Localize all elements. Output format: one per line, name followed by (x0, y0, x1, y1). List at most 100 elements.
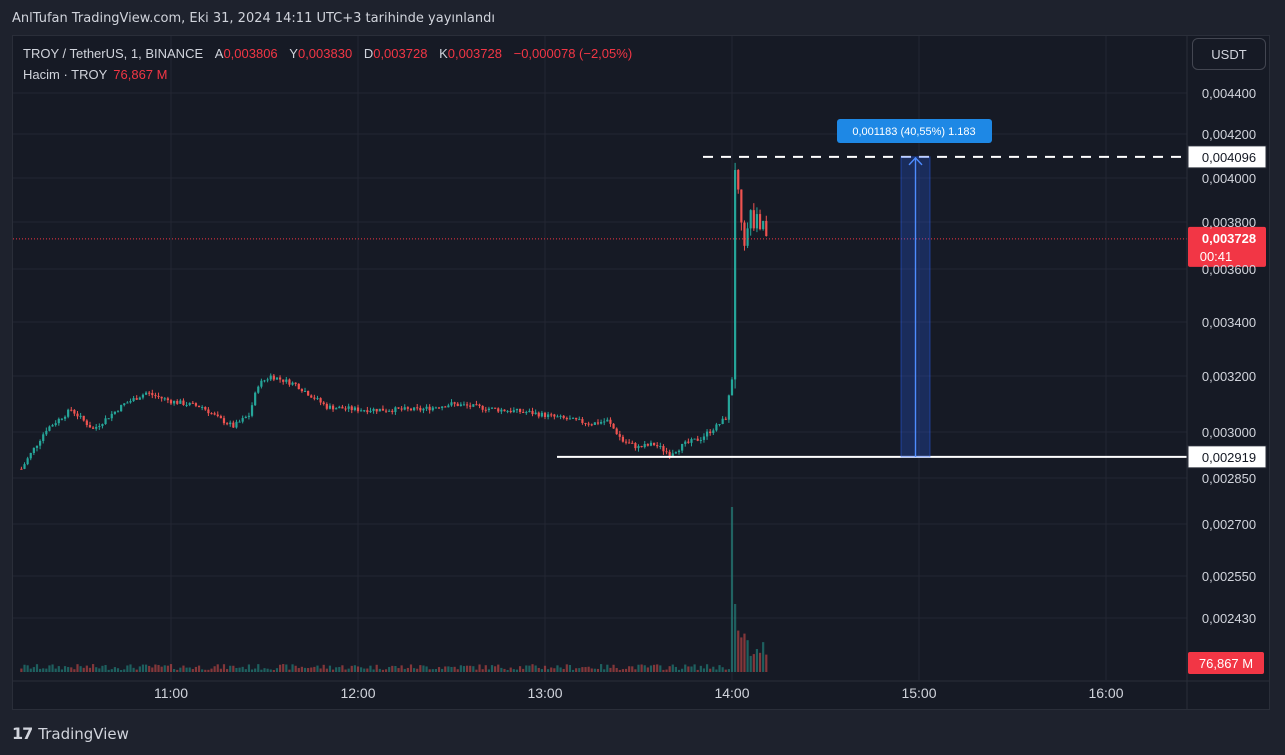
y-tick-label: 0,003600 (1202, 262, 1256, 277)
volume-bar (543, 665, 547, 672)
candle-body (472, 404, 475, 407)
candle-body (88, 425, 92, 428)
volume-bar (534, 665, 537, 672)
tradingview-footer[interactable]: 17 TradingView (12, 724, 129, 743)
volume-bar (547, 669, 550, 672)
candle-body (543, 412, 547, 418)
candle-body (687, 441, 690, 443)
candle-body (624, 441, 628, 443)
candle-body (621, 436, 625, 442)
candle-body (257, 386, 260, 393)
candle-body (484, 409, 487, 411)
volume-bar (73, 669, 76, 672)
y-tick-label: 0,004400 (1202, 86, 1256, 101)
volume-bar (596, 668, 600, 672)
volume-bar (537, 667, 540, 672)
candle-body (447, 405, 450, 408)
volume-bar (57, 666, 60, 672)
candle-body (547, 414, 550, 418)
volume-bar (388, 667, 391, 672)
volume-bar (709, 668, 712, 672)
currency-button[interactable]: USDT (1192, 38, 1266, 70)
candle-body (54, 423, 57, 426)
candle-body (540, 412, 543, 417)
volume-label[interactable]: Hacim · TROY (23, 67, 108, 82)
volume-bar (381, 669, 385, 672)
volume-bar (188, 667, 191, 672)
candle-body (182, 400, 185, 406)
volume-bar (138, 666, 141, 672)
volume-bar (282, 664, 285, 672)
volume-bar (687, 666, 690, 672)
candle-body (469, 405, 472, 407)
volume-bar (173, 668, 176, 672)
candle-body (129, 401, 132, 403)
candle-body (166, 398, 169, 401)
candle-body (740, 189, 743, 223)
volume-bar (176, 669, 179, 672)
volume-bar (185, 667, 188, 672)
countdown-tag: 00:41 (1200, 249, 1233, 264)
candle-body (715, 424, 718, 431)
measure-arrow-head (908, 156, 923, 166)
candle-body (338, 406, 341, 409)
chart-grid (13, 36, 1187, 680)
candle-body (350, 406, 353, 411)
volume-legend: Hacim · TROY 76,867 M (23, 67, 167, 82)
volume-bar (465, 665, 469, 672)
volume-bar (403, 668, 406, 672)
candle-body (628, 442, 631, 444)
candle-body (559, 415, 562, 417)
volume-bar (615, 668, 618, 672)
volume-bar (29, 668, 32, 672)
candle-body (101, 424, 104, 427)
volume-bar (338, 667, 341, 672)
volume-bar (587, 666, 590, 672)
volume-bar (107, 669, 110, 672)
volume-bar (275, 668, 279, 672)
volume-bar (42, 668, 45, 672)
volume-bar (76, 664, 79, 672)
volume-bar (634, 669, 637, 672)
volume-bar (113, 667, 116, 672)
volume-bar (278, 664, 282, 672)
volume-bar (556, 665, 559, 672)
symbol-label[interactable]: TROY / TetherUS, 1, BINANCE (23, 46, 204, 61)
volume-bar (696, 669, 699, 672)
volume-bar (91, 664, 95, 672)
candle-body (160, 396, 163, 399)
candle-body (600, 422, 603, 424)
volume-bar (665, 669, 668, 672)
volume-bar (191, 669, 194, 672)
candle-body (593, 422, 596, 425)
candle-body (157, 395, 160, 397)
volume-bar (400, 665, 403, 672)
volume-bar (341, 665, 344, 672)
candle-body (85, 420, 88, 426)
candle-body (48, 426, 51, 431)
candle-body (226, 423, 229, 425)
volume-value: 76,867 M (113, 67, 168, 82)
candle-body (375, 408, 378, 412)
volume-bar (447, 666, 450, 672)
volume-bar (500, 667, 503, 672)
candle-body (509, 410, 512, 413)
candle-body (684, 441, 687, 444)
candle-body (35, 445, 39, 448)
volume-bar (98, 668, 101, 672)
candle-body (428, 406, 431, 411)
candle-body (42, 434, 45, 441)
candle-body (353, 407, 356, 411)
candle-body (693, 438, 696, 440)
candle-body (724, 418, 727, 420)
candle-body (606, 419, 609, 422)
publish-info: AnlTufan TradingView.com, Eki 31, 2024 1… (12, 11, 495, 26)
candle-body (188, 402, 191, 405)
volume-bar (85, 665, 88, 672)
volume-bar (126, 665, 129, 672)
candle-body (300, 389, 303, 392)
candle-body (291, 382, 294, 385)
chart-frame[interactable] (12, 35, 1270, 710)
open-value: 0,003806 (223, 46, 278, 61)
